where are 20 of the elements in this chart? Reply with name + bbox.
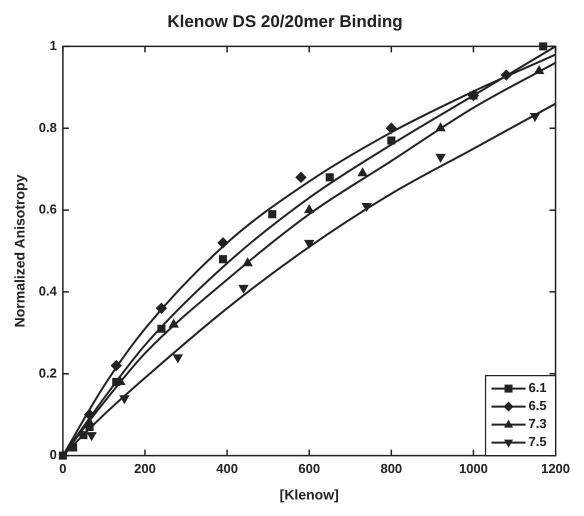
x-tick-label: 800 <box>380 460 402 476</box>
x-tick-label: 0 <box>59 460 66 476</box>
legend-label: 6.5 <box>528 398 547 414</box>
legend-label: 7.3 <box>528 416 547 432</box>
y-tick-label: 1 <box>50 38 57 53</box>
y-tick-label: 0.2 <box>38 365 57 380</box>
x-tick-label: 1200 <box>541 460 570 476</box>
y-tick-label: 0.6 <box>38 202 57 217</box>
y-tick-label: 0.4 <box>38 284 58 298</box>
chart-title: Klenow DS 20/20mer Binding <box>167 12 403 31</box>
legend-label: 6.1 <box>528 380 547 396</box>
x-axis-title: [Klenow] <box>280 486 339 502</box>
y-axis-title: Normalized Anisotropy <box>11 174 28 328</box>
x-tick-label: 200 <box>134 460 156 476</box>
x-tick-label: 400 <box>216 460 238 476</box>
y-tick-label: 0.8 <box>38 120 57 135</box>
x-tick-label: 600 <box>298 460 320 476</box>
x-tick-label: 1000 <box>458 460 488 476</box>
y-tick-label: 0 <box>50 447 57 462</box>
legend-label: 7.5 <box>528 434 547 450</box>
